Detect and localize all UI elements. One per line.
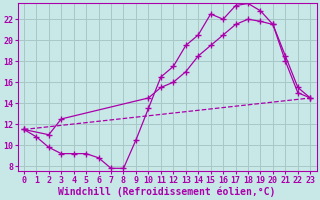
X-axis label: Windchill (Refroidissement éolien,°C): Windchill (Refroidissement éolien,°C) xyxy=(58,186,276,197)
